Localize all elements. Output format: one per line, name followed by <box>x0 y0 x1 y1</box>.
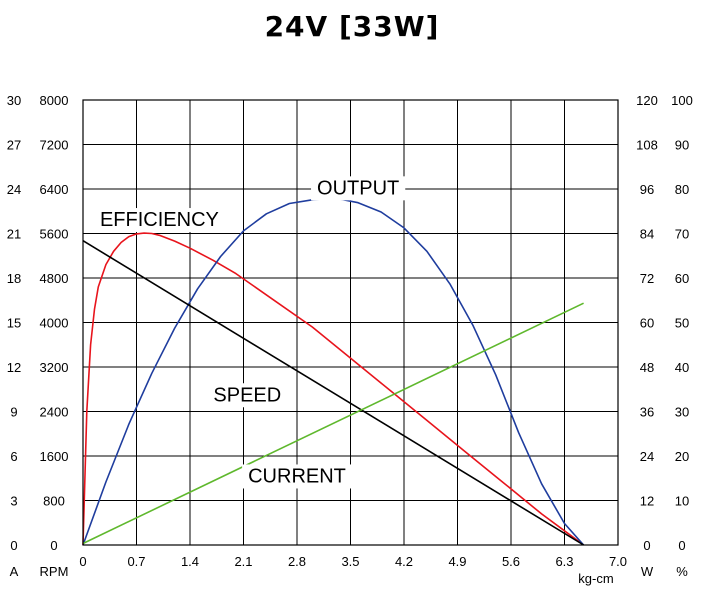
current-tick-label: 15 <box>7 316 21 331</box>
speed-tick-label: 3200 <box>40 360 69 375</box>
current-tick-label: 12 <box>7 360 21 375</box>
current-tick-label: 21 <box>7 227 21 242</box>
series-label-background <box>242 464 352 489</box>
current-tick-label: 9 <box>10 405 17 420</box>
x-tick-label: 4.9 <box>448 554 466 569</box>
efficiency-unit-label: % <box>676 564 688 579</box>
series-label-text: CURRENT <box>248 465 346 487</box>
output-tick-label: 24 <box>640 449 654 464</box>
output-tick-label: 60 <box>640 316 654 331</box>
series-lines <box>82 197 585 546</box>
x-tick-label: 0 <box>79 554 86 569</box>
efficiency-tick-label: 60 <box>675 271 689 286</box>
chart-title: 24V [33W] <box>265 10 440 43</box>
x-tick-label: 2.8 <box>288 554 306 569</box>
series-label-text: OUTPUT <box>317 177 399 199</box>
current-tick-label: 24 <box>7 182 21 197</box>
output-tick-label: 36 <box>640 405 654 420</box>
speed-tick-label: 2400 <box>40 405 69 420</box>
output-tick-label: 48 <box>640 360 654 375</box>
plot-frame <box>82 99 619 546</box>
current-tick-label: 27 <box>7 138 21 153</box>
current-tick-label: 30 <box>7 93 21 108</box>
speed-tick-label: 0 <box>50 538 57 553</box>
series-label-current: CURRENT <box>242 464 352 489</box>
current-tick-label: 3 <box>10 494 17 509</box>
series-label-background <box>207 383 288 408</box>
tick-labels: 036912151821242730A080016002400320040004… <box>7 93 693 586</box>
series-label-output: OUTPUT <box>311 176 406 201</box>
x-tick-label: 7.0 <box>609 554 627 569</box>
speed-tick-label: 5600 <box>40 227 69 242</box>
efficiency-tick-label: 20 <box>675 449 689 464</box>
efficiency-tick-label: 10 <box>675 494 689 509</box>
series-label-speed: SPEED <box>207 383 288 408</box>
efficiency-tick-label: 0 <box>678 538 685 553</box>
series-label-efficiency: EFFICIENCY <box>93 208 225 233</box>
output-tick-label: 84 <box>640 227 654 242</box>
efficiency-tick-label: 70 <box>675 227 689 242</box>
series-label-background <box>311 176 406 201</box>
x-tick-label: 5.6 <box>502 554 520 569</box>
speed-tick-label: 800 <box>43 494 65 509</box>
speed-tick-label: 8000 <box>40 93 69 108</box>
output-tick-label: 96 <box>640 182 654 197</box>
output-tick-label: 12 <box>640 494 654 509</box>
speed-tick-label: 4000 <box>40 316 69 331</box>
speed-tick-label: 6400 <box>40 182 69 197</box>
efficiency-tick-label: 90 <box>675 138 689 153</box>
output-tick-label: 108 <box>636 138 658 153</box>
series-label-text: EFFICIENCY <box>100 209 219 231</box>
output-tick-label: 72 <box>640 271 654 286</box>
efficiency-tick-label: 80 <box>675 182 689 197</box>
series-labels: EFFICIENCY OUTPUT SPEED CURRENT <box>93 176 406 489</box>
x-axis-unit-label: kg-cm <box>578 571 613 586</box>
efficiency-tick-label: 30 <box>675 405 689 420</box>
series-line-output <box>82 197 585 546</box>
current-tick-label: 6 <box>10 449 17 464</box>
output-tick-label: 120 <box>636 93 658 108</box>
efficiency-tick-label: 100 <box>671 93 693 108</box>
x-tick-label: 1.4 <box>181 554 199 569</box>
x-tick-label: 2.1 <box>234 554 252 569</box>
speed-unit-label: RPM <box>40 564 69 579</box>
speed-tick-label: 7200 <box>40 138 69 153</box>
current-tick-label: 0 <box>10 538 17 553</box>
efficiency-tick-label: 50 <box>675 316 689 331</box>
speed-tick-label: 1600 <box>40 449 69 464</box>
series-label-background <box>93 208 225 233</box>
output-tick-label: 0 <box>643 538 650 553</box>
x-tick-label: 0.7 <box>127 554 145 569</box>
current-unit-label: A <box>10 564 19 579</box>
x-tick-label: 6.3 <box>555 554 573 569</box>
x-tick-label: 3.5 <box>341 554 359 569</box>
speed-tick-label: 4800 <box>40 271 69 286</box>
output-unit-label: W <box>641 564 654 579</box>
series-line-speed <box>82 240 585 546</box>
series-label-text: SPEED <box>213 384 281 406</box>
series-line-efficiency <box>82 232 585 546</box>
x-tick-label: 4.2 <box>395 554 413 569</box>
current-tick-label: 18 <box>7 271 21 286</box>
series-line-current <box>82 302 584 545</box>
efficiency-tick-label: 40 <box>675 360 689 375</box>
